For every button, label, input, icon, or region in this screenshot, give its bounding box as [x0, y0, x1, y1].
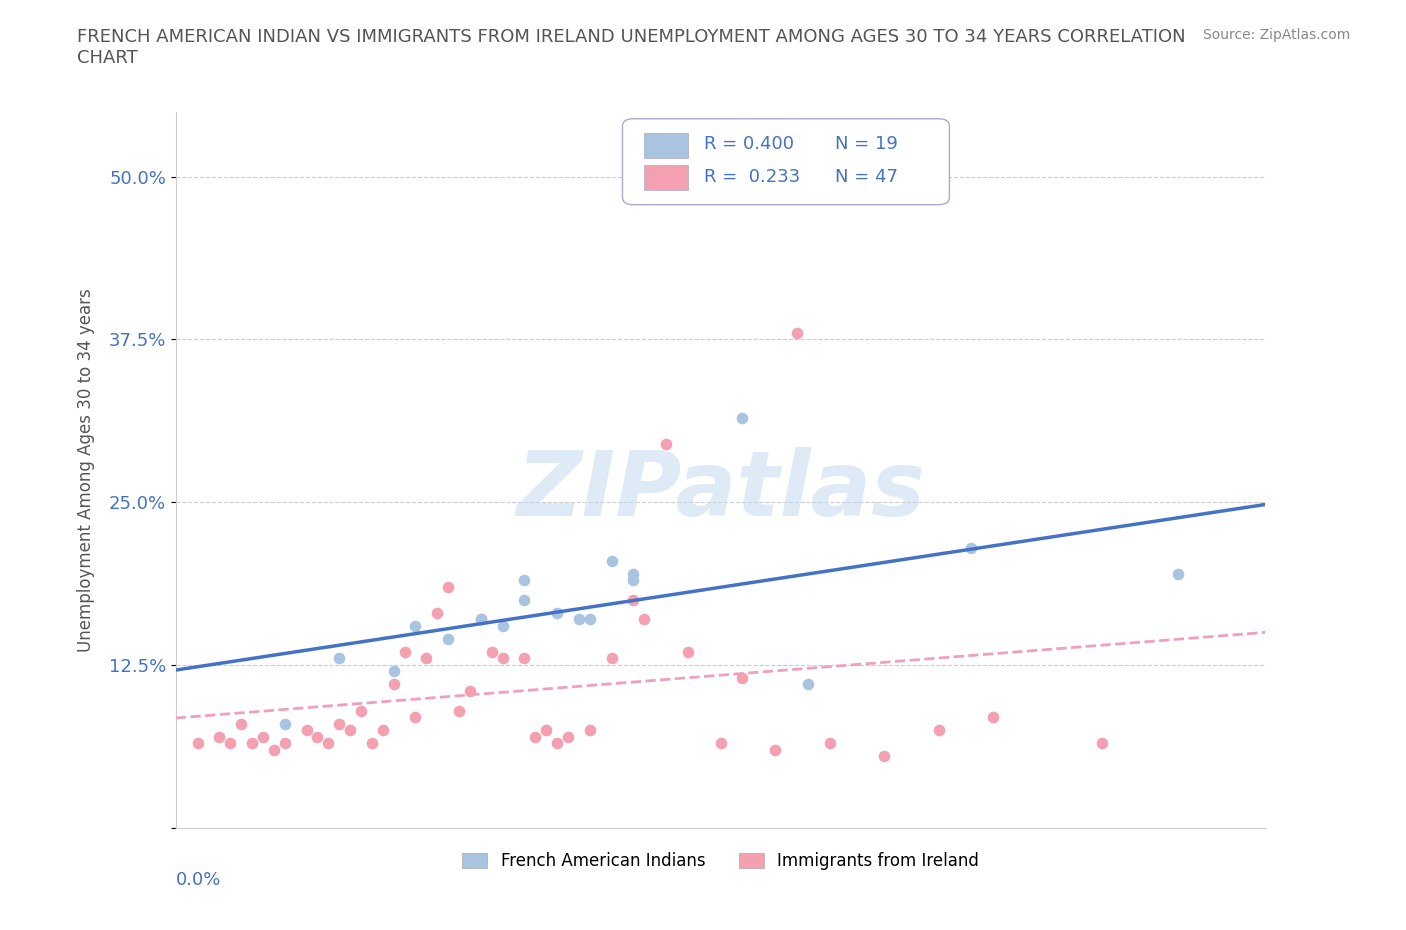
- Point: [600, 553, 623, 568]
- Point: [274, 736, 297, 751]
- Legend: French American Indians, Immigrants from Ireland: French American Indians, Immigrants from…: [456, 845, 986, 877]
- Point: [1091, 736, 1114, 751]
- Point: [415, 651, 437, 666]
- Point: [557, 729, 579, 744]
- Point: [219, 736, 242, 751]
- Point: [676, 644, 699, 659]
- Point: [600, 651, 623, 666]
- Point: [371, 723, 394, 737]
- Point: [731, 671, 754, 685]
- Text: ZIPatlas: ZIPatlas: [516, 447, 925, 535]
- Point: [405, 710, 427, 724]
- Point: [231, 716, 253, 731]
- Point: [274, 716, 297, 731]
- Point: [1167, 566, 1189, 581]
- Text: R =  0.233: R = 0.233: [704, 168, 800, 187]
- Point: [546, 605, 568, 620]
- Point: [350, 703, 373, 718]
- Point: [579, 612, 602, 627]
- Text: FRENCH AMERICAN INDIAN VS IMMIGRANTS FROM IRELAND UNEMPLOYMENT AMONG AGES 30 TO : FRENCH AMERICAN INDIAN VS IMMIGRANTS FRO…: [77, 28, 1185, 67]
- Point: [426, 605, 449, 620]
- Point: [470, 612, 492, 627]
- Point: [437, 631, 460, 646]
- Point: [492, 618, 515, 633]
- Point: [960, 540, 983, 555]
- Point: [295, 723, 318, 737]
- Point: [928, 723, 950, 737]
- Point: [382, 677, 405, 692]
- Point: [579, 723, 602, 737]
- Point: [621, 566, 644, 581]
- Point: [513, 592, 536, 607]
- Point: [818, 736, 841, 751]
- Y-axis label: Unemployment Among Ages 30 to 34 years: Unemployment Among Ages 30 to 34 years: [77, 287, 94, 652]
- Point: [481, 644, 503, 659]
- Text: N = 47: N = 47: [835, 168, 898, 187]
- Point: [492, 651, 515, 666]
- Point: [731, 410, 754, 425]
- Point: [447, 703, 470, 718]
- Point: [786, 326, 808, 340]
- Point: [534, 723, 557, 737]
- Point: [797, 677, 820, 692]
- Point: [458, 684, 481, 698]
- Point: [328, 716, 350, 731]
- Point: [981, 710, 1004, 724]
- Point: [240, 736, 263, 751]
- Point: [437, 579, 460, 594]
- Point: [568, 612, 591, 627]
- Point: [263, 742, 285, 757]
- Point: [710, 736, 733, 751]
- Point: [633, 612, 655, 627]
- Point: [186, 736, 209, 751]
- FancyBboxPatch shape: [644, 166, 688, 191]
- Point: [470, 612, 492, 627]
- Point: [360, 736, 382, 751]
- Point: [513, 573, 536, 588]
- Point: [307, 729, 329, 744]
- Point: [524, 729, 547, 744]
- Point: [252, 729, 274, 744]
- Point: [405, 618, 427, 633]
- Point: [546, 736, 568, 751]
- Point: [394, 644, 416, 659]
- Text: 0.0%: 0.0%: [176, 870, 221, 889]
- Text: Source: ZipAtlas.com: Source: ZipAtlas.com: [1202, 28, 1350, 42]
- Point: [873, 749, 896, 764]
- FancyBboxPatch shape: [623, 119, 949, 205]
- Point: [621, 592, 644, 607]
- Point: [328, 651, 350, 666]
- Point: [621, 573, 644, 588]
- Point: [318, 736, 340, 751]
- Point: [339, 723, 361, 737]
- FancyBboxPatch shape: [644, 133, 688, 158]
- Point: [763, 742, 786, 757]
- Text: R = 0.400: R = 0.400: [704, 135, 794, 153]
- Point: [208, 729, 231, 744]
- Point: [655, 436, 678, 451]
- Point: [382, 664, 405, 679]
- Text: N = 19: N = 19: [835, 135, 898, 153]
- Point: [513, 651, 536, 666]
